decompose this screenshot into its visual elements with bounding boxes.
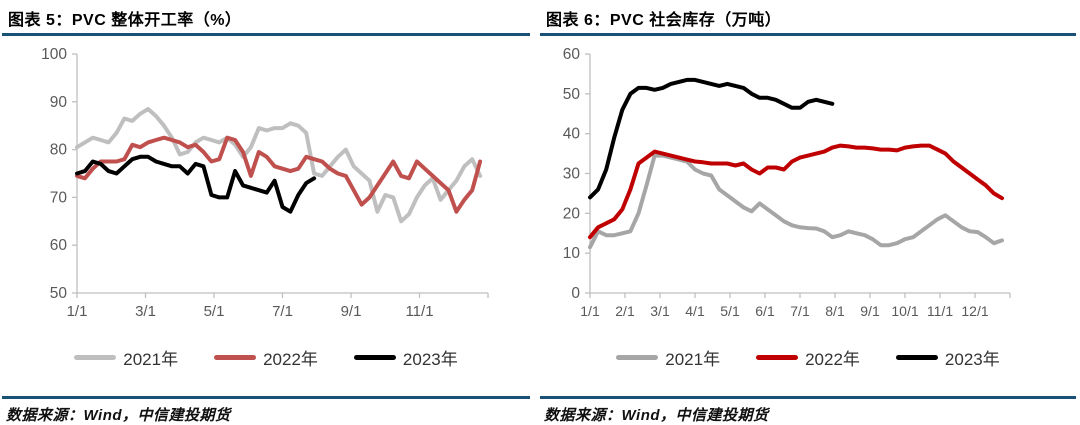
legend-label-2021: 2021年 [123,349,179,369]
svg-text:5/1: 5/1 [720,303,740,319]
legend-label-2023: 2023年 [944,349,1000,369]
footer-rule [540,396,1076,399]
legend-label-2022: 2022年 [263,349,318,369]
figure-6-footer: 数据来源：Wind，中信建投期货 [540,396,1076,425]
svg-text:1/1: 1/1 [67,303,88,320]
figure-5-legend: 2021年 2022年 2023年 [2,336,530,378]
legend-swatch-2021 [616,354,659,360]
legend-label-2022: 2022年 [805,349,860,369]
svg-text:11/1: 11/1 [405,303,433,320]
svg-text:1/1: 1/1 [580,303,600,319]
figure-5-line-chart: 50 60 70 80 90 100 1/1 3/1 5/1 7/1 9/1 11/1 [41,46,489,320]
panel-figure-6: 图表 6：PVC 社会库存（万吨） 0 10 20 30 40 50 60 1/1 2/1 3/1… [540,0,1080,425]
figure-5-title: 图表 5：PVC 整体开工率（%） [2,0,530,36]
svg-text:100: 100 [41,46,67,63]
svg-text:60: 60 [50,237,68,254]
figure-6-line-chart: 0 10 20 30 40 50 60 1/1 2/1 3/1 4/1 5/1 6/1 7/1 8/1 9/1… [563,46,1011,319]
svg-text:0: 0 [571,285,580,302]
legend-label-2021: 2021年 [665,349,721,369]
svg-text:2/1: 2/1 [615,303,635,319]
legend-swatch-2021 [74,354,117,360]
legend-swatch-2023 [895,354,938,360]
svg-text:9/1: 9/1 [860,303,880,319]
svg-text:10: 10 [563,245,581,262]
legend-item-2022: 2022年 [214,345,318,370]
svg-text:80: 80 [50,142,68,159]
legend-item-2022: 2022年 [756,345,860,370]
legend-label-2023: 2023年 [402,349,458,369]
svg-text:40: 40 [563,126,581,143]
figure-6-title: 图表 6：PVC 社会库存（万吨） [540,0,1076,36]
footer-rule [2,396,530,399]
figure-5-source: 数据来源：Wind，中信建投期货 [6,407,231,424]
figure-5-footer: 数据来源：Wind，中信建投期货 [2,396,530,425]
legend-swatch-2022 [214,354,257,360]
svg-text:30: 30 [563,166,581,183]
svg-text:6/1: 6/1 [755,303,775,319]
svg-text:50: 50 [563,86,581,103]
legend-swatch-2022 [756,354,799,360]
svg-text:60: 60 [563,46,581,63]
legend-item-2021: 2021年 [74,345,178,370]
svg-text:4/1: 4/1 [685,303,705,319]
svg-text:10/1: 10/1 [891,303,918,319]
svg-text:20: 20 [563,205,581,222]
svg-text:3/1: 3/1 [650,303,670,319]
panel-figure-5: 图表 5：PVC 整体开工率（%） 50 60 70 80 90 100 1/1 3/1 5/1… [2,0,530,425]
svg-text:9/1: 9/1 [341,303,362,320]
legend-item-2023: 2023年 [895,345,1000,370]
svg-text:5/1: 5/1 [204,303,225,320]
figure-6-source: 数据来源：Wind，中信建投期货 [544,407,769,424]
legend-swatch-2023 [353,354,396,360]
svg-text:7/1: 7/1 [272,303,293,320]
svg-text:7/1: 7/1 [790,303,810,319]
svg-text:3/1: 3/1 [135,303,156,320]
svg-text:50: 50 [50,285,68,302]
legend-item-2021: 2021年 [616,345,720,370]
svg-text:12/1: 12/1 [961,303,988,319]
svg-text:11/1: 11/1 [927,303,953,319]
figure-6-legend: 2021年 2022年 2023年 [540,336,1076,378]
legend-item-2023: 2023年 [353,345,458,370]
svg-text:70: 70 [50,189,68,206]
svg-text:8/1: 8/1 [825,303,845,319]
svg-text:90: 90 [50,94,68,111]
